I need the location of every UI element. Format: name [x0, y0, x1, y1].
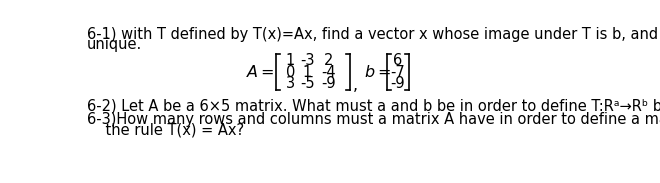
- Text: 0: 0: [286, 65, 295, 79]
- Text: -7: -7: [391, 65, 405, 79]
- Text: -5: -5: [300, 76, 315, 91]
- Text: -9: -9: [391, 76, 405, 91]
- Text: 6-3)How many rows and columns must a matrix A have in order to define a mapping : 6-3)How many rows and columns must a mat…: [87, 112, 660, 127]
- Text: unique.: unique.: [87, 37, 143, 52]
- Text: 3: 3: [286, 76, 295, 91]
- Text: -9: -9: [321, 76, 336, 91]
- Text: $b =$: $b =$: [364, 64, 391, 80]
- Text: $A =$: $A =$: [246, 64, 275, 80]
- Text: 6-2) Let A be a 6×5 matrix. What must a and b be in order to define T:Rᵃ→Rᵇ by T: 6-2) Let A be a 6×5 matrix. What must a …: [87, 99, 660, 114]
- Text: 2: 2: [324, 53, 334, 68]
- Text: 6: 6: [393, 53, 403, 68]
- Text: -3: -3: [300, 53, 315, 68]
- Text: 1: 1: [303, 65, 312, 79]
- Text: 1: 1: [286, 53, 295, 68]
- Text: the rule T(x) = Ax?: the rule T(x) = Ax?: [87, 123, 244, 138]
- Text: -4: -4: [321, 65, 336, 79]
- Text: ,: ,: [353, 78, 358, 93]
- Text: 6-1) with T defined by T(x)=Ax, find a vector x whose image under T is b, and de: 6-1) with T defined by T(x)=Ax, find a v…: [87, 27, 660, 42]
